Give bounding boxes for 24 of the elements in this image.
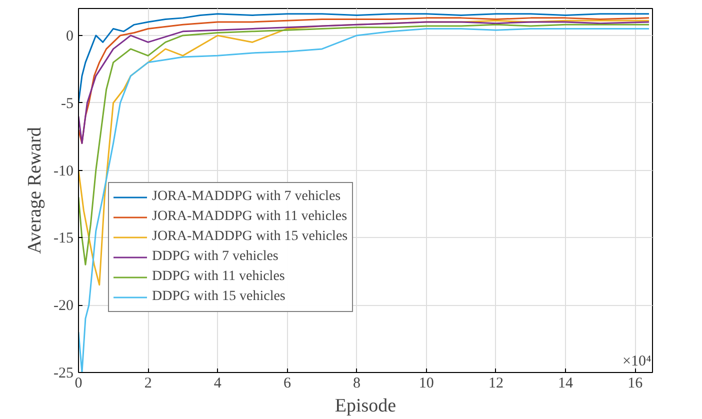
legend-label: JORA-MADDPG with 7 vehicles xyxy=(152,189,341,205)
y-tick-label: -15 xyxy=(54,230,74,247)
y-tick-label: 0 xyxy=(66,28,74,44)
annotation: ×10⁴ xyxy=(622,354,652,370)
legend-label: DDPG with 15 vehicles xyxy=(152,289,286,305)
x-tick-label: 12 xyxy=(488,376,504,392)
x-axis-title: Episode xyxy=(334,396,396,416)
x-tick-label: 10 xyxy=(418,376,434,392)
y-tick-label: -5 xyxy=(61,96,74,112)
x-tick-label: 8 xyxy=(353,376,361,392)
x-tick-label: 6 xyxy=(283,376,292,392)
x-tick-label: 16 xyxy=(628,376,644,392)
legend-label: DDPG with 7 vehicles xyxy=(152,249,278,265)
y-tick-label: -25 xyxy=(54,366,74,382)
x-tick-label: 4 xyxy=(214,376,222,392)
legend-label: DDPG with 11 vehicles xyxy=(152,269,285,285)
legend-label: JORA-MADDPG with 11 vehicles xyxy=(152,209,348,225)
legend-label: JORA-MADDPG with 15 vehicles xyxy=(152,229,348,245)
x-tick-label: 2 xyxy=(144,376,152,392)
y-tick-label: -10 xyxy=(54,163,74,180)
y-tick-label: -20 xyxy=(54,298,74,314)
line-series xyxy=(78,13,650,104)
y-axis-title: Average Reward xyxy=(24,126,46,254)
x-tick-label: 14 xyxy=(558,376,574,392)
